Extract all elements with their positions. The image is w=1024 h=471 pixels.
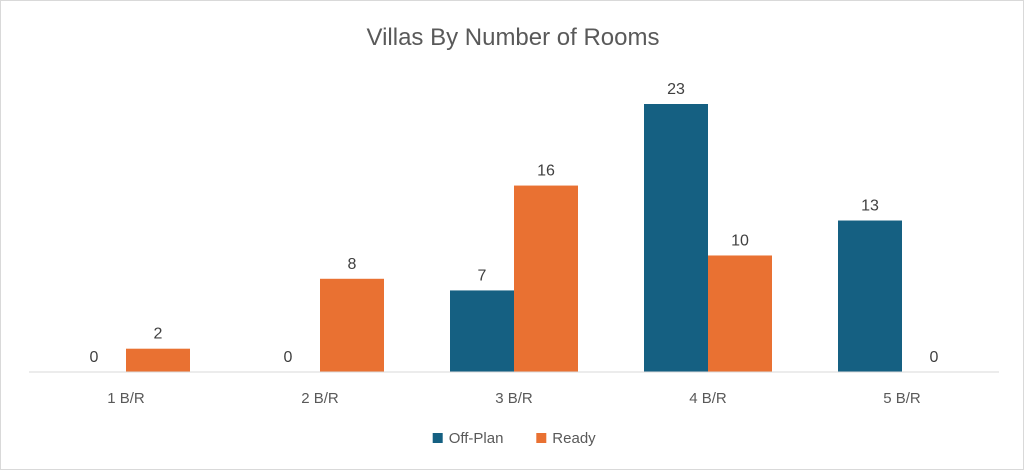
bar-off-plan-4 bbox=[644, 104, 708, 372]
legend: Off-Plan Ready bbox=[432, 430, 596, 447]
bar-off-plan-5 bbox=[838, 220, 902, 372]
legend-label-ready: Ready bbox=[552, 430, 596, 447]
x-tick-label-5: 5 B/R bbox=[883, 390, 921, 407]
chart-title: Villas By Number of Rooms bbox=[367, 24, 660, 51]
data-label-ready-4: 10 bbox=[731, 232, 749, 249]
x-axis-ticks: 1 B/R 2 B/R 3 B/R 4 B/R 5 B/R bbox=[107, 390, 921, 407]
x-tick-label-4: 4 B/R bbox=[689, 390, 727, 407]
data-label-ready-3: 16 bbox=[537, 163, 555, 180]
data-label-off-plan-5: 13 bbox=[861, 198, 879, 215]
data-label-off-plan-4: 23 bbox=[667, 81, 685, 98]
bar-off-plan-3 bbox=[450, 290, 514, 372]
legend-swatch-ready bbox=[536, 433, 547, 443]
data-label-ready-1: 2 bbox=[154, 326, 163, 343]
data-label-ready-5: 0 bbox=[930, 349, 939, 366]
data-label-off-plan-1: 0 bbox=[90, 349, 99, 366]
legend-swatch-off-plan bbox=[432, 433, 443, 443]
x-tick-label-2: 2 B/R bbox=[301, 390, 339, 407]
bar-ready-3 bbox=[514, 185, 578, 372]
bar-ready-4 bbox=[708, 255, 772, 372]
x-tick-label-1: 1 B/R bbox=[107, 390, 145, 407]
bar-ready-2 bbox=[320, 278, 384, 372]
data-label-off-plan-2: 0 bbox=[284, 349, 293, 366]
bars-group: 0 2 0 8 7 16 23 10 13 0 bbox=[90, 81, 939, 372]
legend-label-off-plan: Off-Plan bbox=[449, 430, 504, 447]
data-label-ready-2: 8 bbox=[348, 256, 357, 273]
x-tick-label-3: 3 B/R bbox=[495, 390, 533, 407]
data-label-off-plan-3: 7 bbox=[478, 267, 487, 284]
bar-ready-1 bbox=[126, 348, 190, 372]
